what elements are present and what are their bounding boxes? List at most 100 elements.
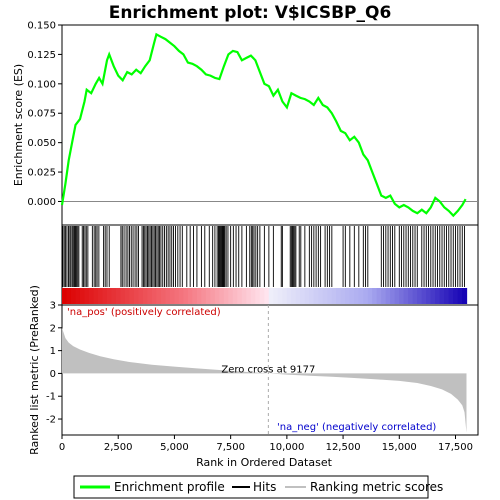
colorbar-bin: [70, 288, 77, 304]
colorbar-bin: [79, 288, 86, 304]
colorbar-bin: [210, 288, 216, 304]
colorbar-bin: [448, 288, 454, 304]
colorbar-bin: [349, 288, 355, 304]
colorbar-bin: [84, 288, 90, 304]
colorbar-bin: [111, 288, 117, 304]
colorbar-bin: [367, 288, 373, 304]
legend-label-hits: Hits: [253, 480, 276, 494]
es-y-tick-label: 0.100: [27, 79, 56, 90]
x-tick-label: 10,000: [269, 442, 304, 453]
colorbar-bin: [133, 288, 140, 304]
colorbar-bin: [246, 288, 252, 304]
metric-y-tick-label: -1: [46, 392, 56, 403]
colorbar-bin: [327, 288, 333, 304]
colorbar-bin: [363, 288, 369, 304]
colorbar-bin: [120, 288, 126, 304]
x-tick-label: 7,500: [216, 442, 245, 453]
es-panel-frame: [61, 24, 479, 226]
colorbar-bin: [241, 288, 247, 304]
colorbar-bin: [435, 288, 441, 304]
colorbar-bin: [66, 288, 72, 304]
x-tick-label: 15,000: [382, 442, 417, 453]
colorbar-bin: [331, 288, 337, 304]
colorbar-bin: [151, 288, 157, 304]
colorbar-bin: [286, 288, 292, 304]
colorbar-bin: [399, 288, 405, 304]
colorbar-bin: [214, 288, 220, 304]
x-tick-label: 12,500: [326, 442, 361, 453]
colorbar-bin: [223, 288, 229, 304]
colorbar-bin: [439, 288, 445, 304]
colorbar-bin: [277, 288, 283, 304]
colorbar-bin: [165, 288, 171, 304]
colorbar-bin: [376, 288, 382, 304]
colorbar-bin: [237, 288, 243, 304]
colorbar-bin: [62, 288, 68, 304]
metric-y-tick-label: 3: [50, 301, 56, 312]
metric-y-label: Ranked list metric (PreRanked): [28, 285, 41, 455]
es-y-label: Enrichment score (ES): [12, 64, 25, 186]
x-tick-label: 2,500: [104, 442, 133, 453]
colorbar-bin: [345, 288, 351, 304]
colorbar-bin: [295, 288, 301, 304]
legend-label-metric: Ranking metric scores: [310, 480, 443, 494]
colorbar-bin: [354, 288, 360, 304]
x-axis-label: Rank in Ordered Dataset: [196, 456, 333, 469]
colorbar-bin: [250, 288, 256, 304]
x-tick-label: 17,500: [438, 442, 473, 453]
colorbar-bin: [196, 288, 202, 304]
colorbar-bin: [147, 288, 153, 304]
legend-label-enrichment: Enrichment profile: [114, 480, 225, 494]
colorbar-bin: [372, 288, 378, 304]
es-y-tick-label: 0.000: [27, 197, 56, 208]
enrichment-profile-line: [60, 32, 467, 218]
colorbar-bin: [417, 288, 423, 304]
colorbar-bin: [457, 288, 463, 304]
colorbar-bin: [255, 288, 261, 304]
colorbar-bin: [309, 288, 315, 304]
x-tick-label: 0: [59, 442, 65, 453]
colorbar-bin: [340, 288, 346, 304]
colorbar-bin: [174, 288, 180, 304]
colorbar-bin: [385, 288, 391, 304]
colorbar-bin: [183, 288, 189, 304]
colorbar-bin: [358, 288, 364, 304]
colorbar-bin: [291, 288, 297, 304]
colorbar-bin: [453, 288, 459, 304]
colorbar-bin: [381, 288, 387, 304]
colorbar-bin: [403, 288, 409, 304]
colorbar-bin: [156, 288, 162, 304]
colorbar-bin: [169, 288, 175, 304]
chart-title: Enrichment plot: V$ICSBP_Q6: [109, 3, 392, 23]
colorbar-bin: [322, 288, 328, 304]
zero-cross-label: Zero cross at 9177: [221, 364, 315, 375]
colorbar-bin: [228, 288, 234, 304]
x-axis: 0 2,500 5,000 7,500 10,000 12,500 15,000 17,500: [59, 435, 473, 453]
colorbar-bin: [178, 288, 184, 304]
x-tick-label: 5,000: [160, 442, 189, 453]
colorbar-bin: [426, 288, 432, 304]
es-y-tick-label: 0.125: [27, 50, 56, 61]
es-y-tick-label: 0.025: [27, 168, 56, 179]
colorbar-bin: [268, 288, 274, 304]
colorbar-bin: [259, 288, 265, 304]
colorbar-bin: [313, 288, 319, 304]
colorbar-bin: [444, 288, 450, 304]
colorbar-bin: [408, 288, 414, 304]
colorbar-bin: [115, 288, 122, 304]
colorbar-bin: [421, 288, 427, 304]
colorbar-bin: [93, 288, 99, 304]
colorbar-bin: [124, 288, 131, 304]
colorbar-bin: [97, 288, 104, 304]
colorbar-bin: [462, 288, 468, 304]
metric-y-tick-label: 1: [50, 346, 56, 357]
es-y-tick-label: 0.150: [27, 21, 56, 32]
colorbar-bin: [282, 288, 288, 304]
colorbar-bin: [412, 288, 418, 304]
colorbar-bin: [205, 288, 211, 304]
colorbar-bin: [160, 288, 166, 304]
colorbar-bin: [318, 288, 324, 304]
hits-marks: [62, 226, 465, 287]
colorbar-bin: [75, 288, 81, 304]
